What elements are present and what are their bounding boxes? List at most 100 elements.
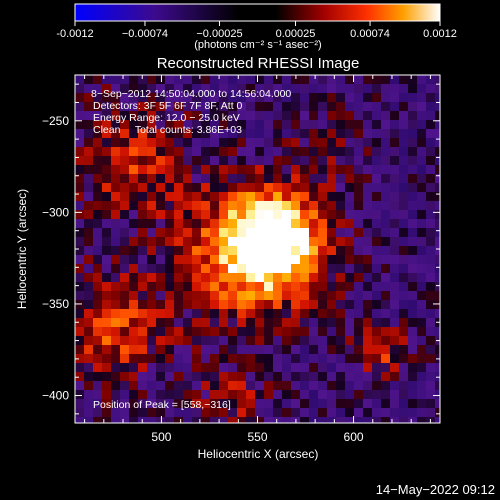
heatmap-cell <box>129 165 139 175</box>
heatmap-cell <box>435 75 440 85</box>
heatmap-cell <box>147 120 157 130</box>
heatmap-cell <box>390 129 400 139</box>
heatmap-cell <box>381 363 391 373</box>
y-tick-label: −300 <box>42 205 69 219</box>
heatmap-cell <box>372 237 382 247</box>
heatmap-cell <box>183 246 193 256</box>
heatmap-cell <box>300 246 310 256</box>
heatmap-cell <box>120 129 130 139</box>
heatmap-cell <box>327 156 337 166</box>
heatmap-cell <box>111 381 121 391</box>
heatmap-cell <box>408 228 418 238</box>
heatmap-cell <box>255 282 265 292</box>
heatmap-cell <box>147 381 157 391</box>
heatmap-cell <box>399 93 409 103</box>
heatmap-cell <box>363 228 373 238</box>
heatmap-cell <box>372 408 382 418</box>
heatmap-cell <box>327 318 337 328</box>
heatmap-cell <box>102 273 112 283</box>
heatmap-cell <box>129 372 139 382</box>
heatmap-cell <box>120 264 130 274</box>
heatmap-cell <box>417 84 427 94</box>
heatmap-cell <box>75 363 85 373</box>
heatmap-cell <box>354 147 364 157</box>
heatmap-cell <box>201 84 211 94</box>
heatmap-cell <box>435 111 440 121</box>
heatmap-cell <box>336 273 346 283</box>
heatmap-cell <box>165 183 175 193</box>
heatmap-cell <box>120 75 130 85</box>
heatmap-cell <box>399 354 409 364</box>
heatmap-cell <box>354 336 364 346</box>
heatmap-cell <box>291 111 301 121</box>
heatmap-cell <box>237 309 247 319</box>
heatmap-cell <box>237 408 247 418</box>
heatmap-cell <box>255 390 265 400</box>
heatmap-cell <box>264 192 274 202</box>
heatmap-cell <box>345 255 355 265</box>
heatmap-cell <box>273 255 283 265</box>
heatmap-cell <box>129 264 139 274</box>
heatmap-cell <box>300 75 310 85</box>
heatmap-cell <box>210 111 220 121</box>
heatmap-cell <box>399 111 409 121</box>
heatmap-cell <box>102 210 112 220</box>
heatmap-cell <box>174 138 184 148</box>
heatmap-cell <box>75 210 85 220</box>
heatmap-cell <box>201 129 211 139</box>
heatmap-cell <box>156 417 166 423</box>
heatmap-cell <box>345 219 355 229</box>
heatmap-cell <box>102 201 112 211</box>
heatmap-cell <box>147 84 157 94</box>
heatmap-cell <box>156 381 166 391</box>
heatmap-cell <box>228 84 238 94</box>
heatmap-cell <box>219 282 229 292</box>
heatmap-cell <box>417 165 427 175</box>
heatmap-cell <box>327 390 337 400</box>
heatmap-cell <box>147 165 157 175</box>
heatmap-cell <box>102 282 112 292</box>
heatmap-cell <box>264 174 274 184</box>
heatmap-cell <box>426 102 436 112</box>
heatmap-cell <box>165 174 175 184</box>
heatmap-cell <box>156 408 166 418</box>
heatmap-cell <box>219 129 229 139</box>
heatmap-cell <box>354 75 364 85</box>
heatmap-cell <box>273 354 283 364</box>
heatmap-cell <box>219 111 229 121</box>
heatmap-cell <box>219 156 229 166</box>
heatmap-cell <box>138 183 148 193</box>
heatmap-cell <box>129 174 139 184</box>
heatmap-cell <box>237 120 247 130</box>
heatmap-cell <box>192 327 202 337</box>
heatmap-cell <box>165 345 175 355</box>
heatmap-cell <box>327 408 337 418</box>
heatmap-cell <box>246 354 256 364</box>
heatmap-cell <box>210 183 220 193</box>
heatmap-cell <box>219 237 229 247</box>
heatmap-cell <box>165 354 175 364</box>
heatmap-cell <box>309 327 319 337</box>
heatmap-cell <box>282 165 292 175</box>
heatmap-cell <box>255 129 265 139</box>
heatmap-cell <box>336 327 346 337</box>
heatmap-cell <box>84 147 94 157</box>
heatmap-cell <box>255 264 265 274</box>
heatmap-cell <box>327 300 337 310</box>
heatmap-cell <box>219 219 229 229</box>
heatmap-cell <box>435 309 440 319</box>
heatmap-cell <box>363 318 373 328</box>
heatmap-cell <box>228 336 238 346</box>
heatmap-cell <box>390 372 400 382</box>
heatmap-cell <box>246 183 256 193</box>
heatmap-cell <box>426 219 436 229</box>
heatmap-cell <box>273 156 283 166</box>
heatmap-cell <box>192 381 202 391</box>
heatmap-cell <box>417 417 427 423</box>
heatmap-cell <box>381 138 391 148</box>
heatmap-cell <box>264 147 274 157</box>
heatmap-cell <box>138 354 148 364</box>
heatmap-cell <box>246 237 256 247</box>
heatmap-cell <box>147 309 157 319</box>
heatmap-cell <box>417 183 427 193</box>
